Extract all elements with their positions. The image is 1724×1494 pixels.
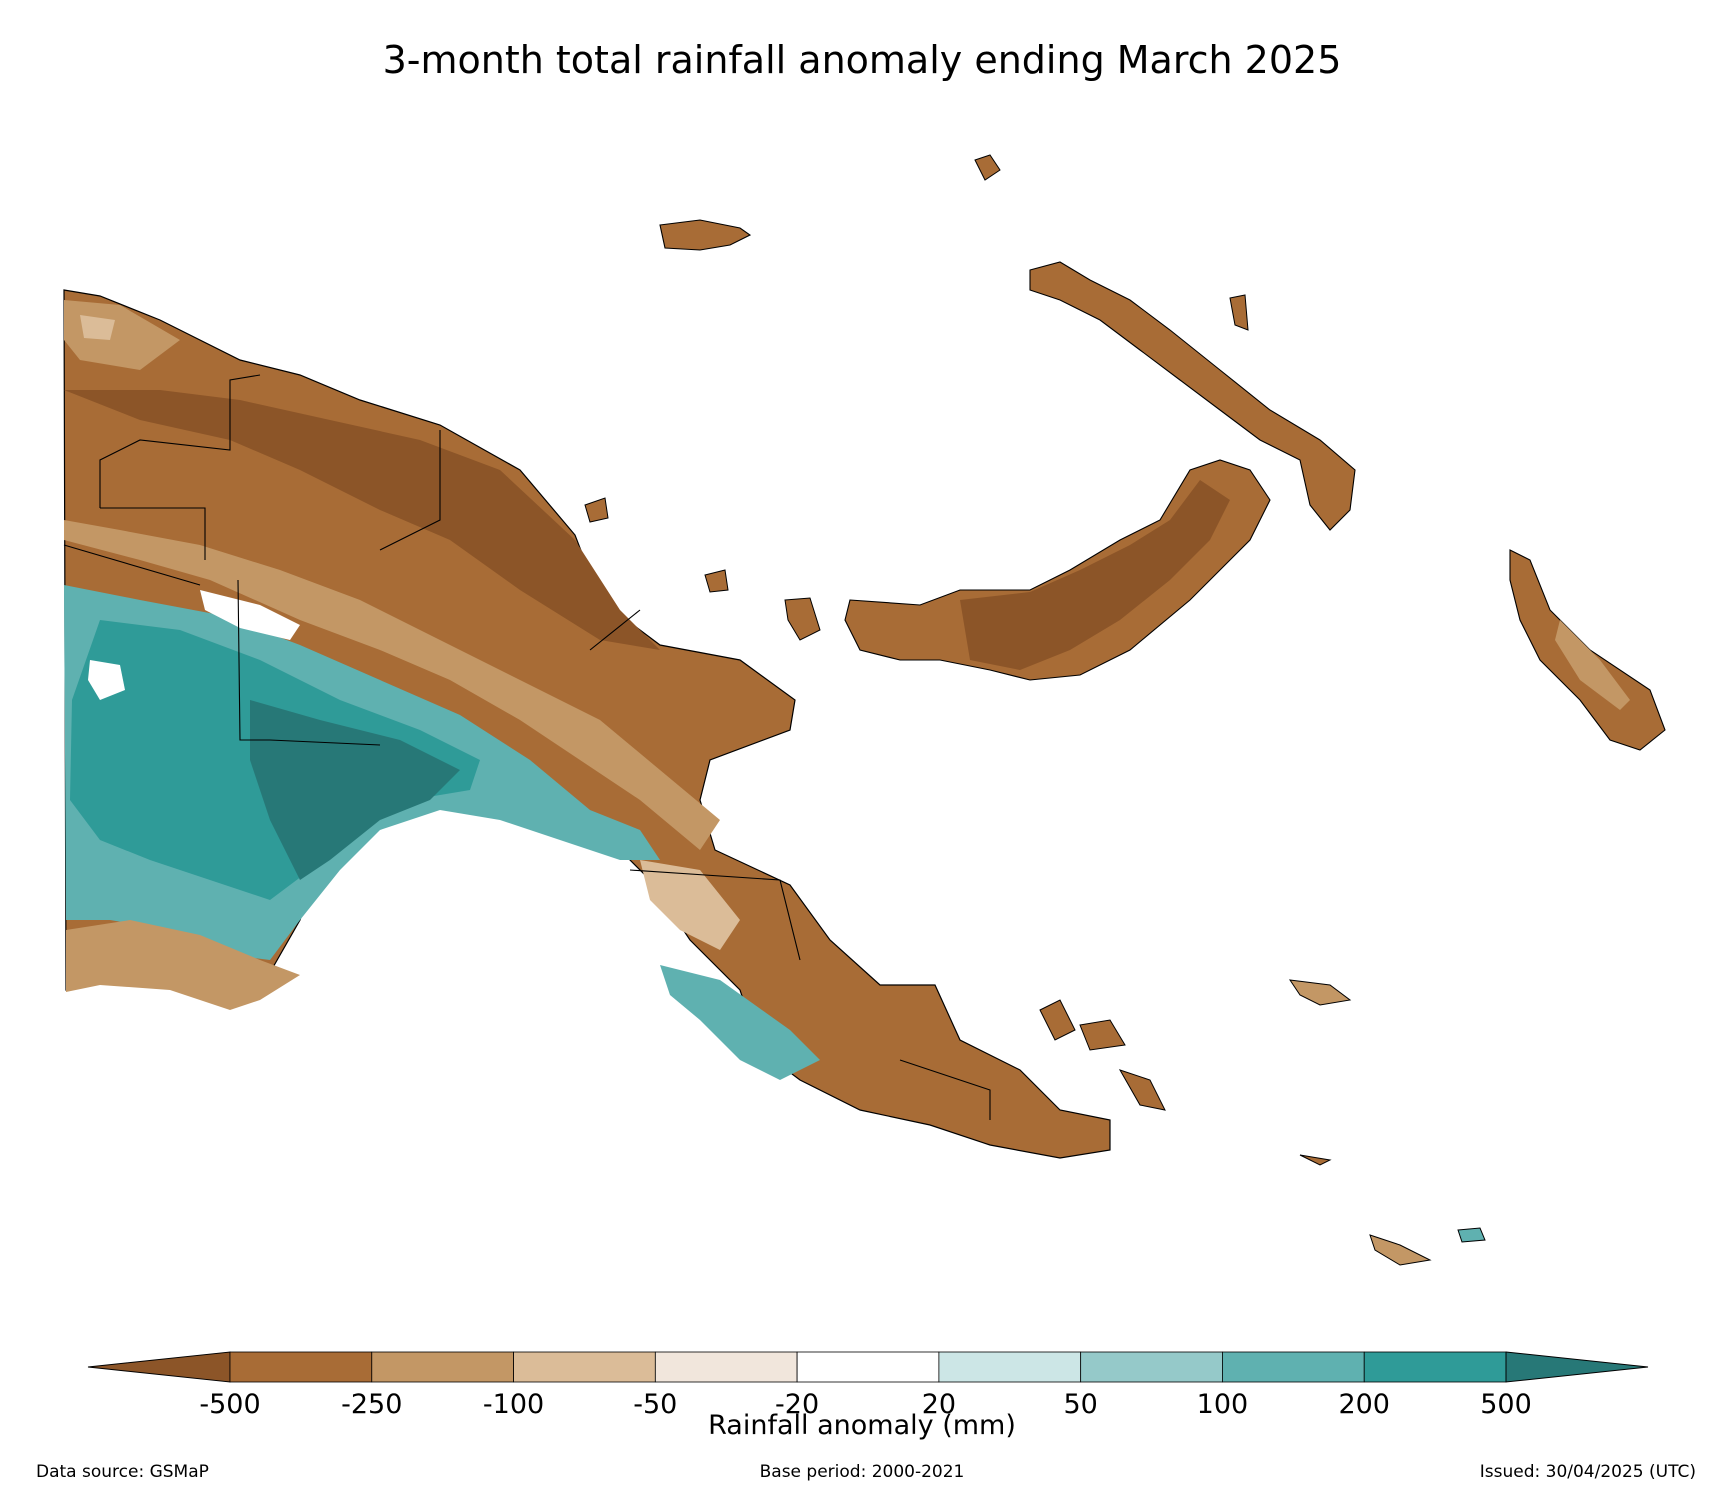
colorbar-tick-label: 20 (922, 1389, 956, 1420)
manus-island (659, 219, 752, 251)
colorbar-tick-label: -20 (775, 1389, 819, 1420)
colorbar-tick-label: -500 (199, 1389, 260, 1420)
issued-date: Issued: 30/04/2025 (UTC) (1479, 1462, 1696, 1482)
island-10 (1299, 1154, 1332, 1166)
colorbar-tick-label: 200 (1338, 1389, 1390, 1420)
colorbar-tick-label: 50 (1063, 1389, 1097, 1420)
colorbar-tick-label: 500 (1480, 1389, 1532, 1420)
map-title: 3-month total rainfall anomaly ending Ma… (382, 38, 1342, 82)
mainland-white-1 (200, 590, 300, 640)
colorbar-segment (1363, 1351, 1507, 1383)
island-7 (1079, 1019, 1126, 1051)
colorbar-segment (1222, 1351, 1365, 1383)
province-borders (63, 374, 991, 1120)
colorbar-segment (654, 1351, 798, 1383)
island-2 (1229, 294, 1249, 331)
peninsula-wet (660, 965, 820, 1080)
colorbar-tick-label: -250 (341, 1389, 402, 1420)
island-11 (1369, 1234, 1432, 1266)
colorbar-segment (229, 1351, 373, 1383)
island-12 (1457, 1227, 1486, 1243)
data-source: Data source: GSMaP (36, 1462, 209, 1482)
peninsula-light (640, 860, 740, 950)
island-1 (974, 154, 1001, 181)
colorbar-tick-label: 100 (1197, 1389, 1249, 1420)
base-period: Base period: 2000-2021 (759, 1462, 965, 1482)
colorbar-segment (371, 1351, 514, 1383)
colorbar-tick-label: -100 (483, 1389, 544, 1420)
colorbar-segment (796, 1351, 940, 1383)
colorbar-label: Rainfall anomaly (mm) (708, 1410, 1016, 1441)
colorbar-segment (938, 1351, 1082, 1383)
island-6 (1039, 999, 1076, 1041)
mainland-wet-deep (250, 700, 460, 880)
new-ireland (1029, 261, 1356, 531)
colorbar-segment (513, 1351, 656, 1383)
mainland-light-nw2 (80, 315, 115, 340)
island-8 (1118, 1069, 1166, 1111)
island-4 (704, 569, 729, 593)
colorbar-tick-label: -50 (633, 1389, 677, 1420)
colorbar-segment (1080, 1351, 1223, 1383)
new-britain-dark (960, 480, 1230, 670)
island-5 (784, 597, 821, 641)
new-britain (844, 459, 1271, 681)
bougainville-light (1555, 620, 1630, 710)
colorbar-extend-low (87, 1351, 231, 1383)
mainland-dark-north (64, 390, 660, 650)
mainland-light-band (64, 520, 720, 850)
island-9 (1288, 979, 1352, 1006)
colorbar-extend-high (1505, 1351, 1649, 1383)
mainland-south-brown (66, 920, 300, 1010)
island-3 (584, 497, 609, 523)
mainland-white-2 (88, 660, 125, 700)
